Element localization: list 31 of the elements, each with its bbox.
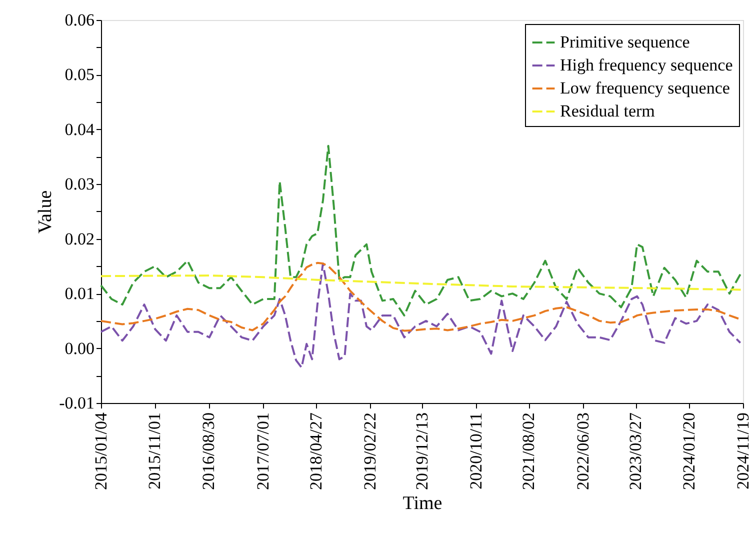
x-tick-label: 2017/07/01 bbox=[253, 412, 272, 490]
x-tick-label: 2021/08/02 bbox=[519, 412, 538, 490]
x-tick-label: 2016/08/30 bbox=[199, 412, 218, 490]
x-tick-label: 2019/12/13 bbox=[412, 412, 432, 490]
line-series bbox=[100, 144, 742, 316]
line-series bbox=[100, 262, 742, 368]
y-tick-label: 0.00 bbox=[64, 338, 94, 358]
x-tick-label: 2019/02/22 bbox=[360, 412, 380, 490]
x-tick-label: 2024/11/19 bbox=[734, 412, 751, 490]
y-tick-label: 0.04 bbox=[64, 120, 95, 139]
line-series bbox=[100, 274, 744, 291]
x-tick-label: 2015/11/01 bbox=[145, 412, 164, 490]
x-axis-title: Time bbox=[402, 492, 442, 514]
y-axis-title: Value bbox=[35, 190, 56, 234]
legend-label: Low frequency sequence bbox=[560, 78, 730, 98]
x-tick-label: 2015/01/04 bbox=[92, 412, 110, 490]
x-tick-label: 2023/03/27 bbox=[626, 412, 646, 490]
line-series bbox=[100, 262, 742, 332]
legend-label: Residual term bbox=[560, 102, 655, 120]
x-tick-label: 2020/10/11 bbox=[466, 412, 486, 490]
x-tick-label: 2018/04/27 bbox=[306, 412, 326, 490]
legend-label: Primitive sequence bbox=[560, 32, 690, 52]
y-tick-label: -0.01 bbox=[59, 394, 94, 412]
y-tick-label: 0.06 bbox=[64, 10, 94, 30]
legend-label: High frequency sequence bbox=[560, 56, 733, 74]
y-tick-label: 0.01 bbox=[64, 284, 94, 304]
x-tick-label: 2022/06/03 bbox=[573, 412, 592, 490]
y-tick-label: 0.05 bbox=[64, 65, 94, 84]
x-tick-label: 2024/01/20 bbox=[679, 412, 698, 490]
y-tick-label: 0.02 bbox=[64, 229, 94, 248]
y-tick-label: 0.03 bbox=[64, 174, 94, 194]
